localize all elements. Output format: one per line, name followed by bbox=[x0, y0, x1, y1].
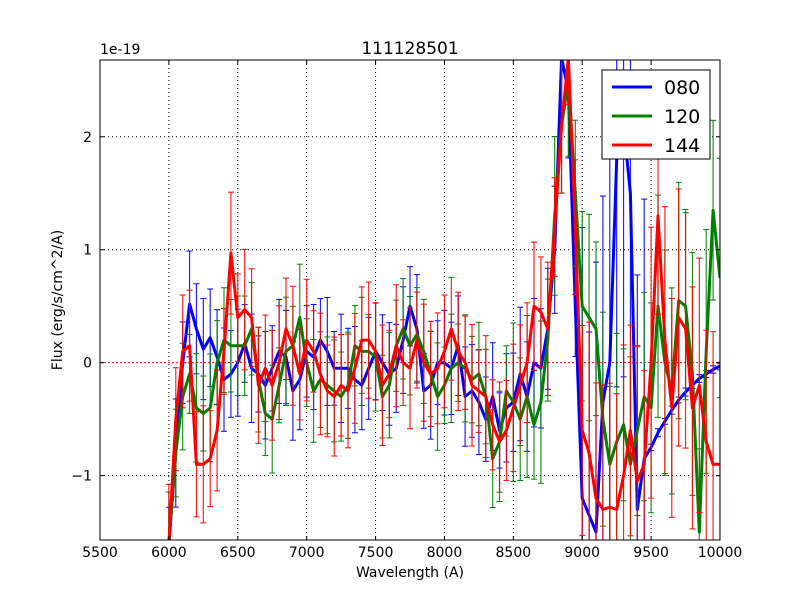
y-tick-label: −1 bbox=[71, 469, 92, 485]
y-tick-label: 2 bbox=[83, 130, 92, 146]
legend-label-080: 080 bbox=[664, 77, 700, 99]
x-tick-label: 6500 bbox=[220, 545, 256, 561]
plot-frame bbox=[99, 59, 721, 541]
series-group bbox=[165, 60, 720, 540]
x-tick-label: 5500 bbox=[82, 545, 118, 561]
chart-title: 111128501 bbox=[361, 39, 458, 59]
x-tick-label: 10000 bbox=[698, 545, 743, 561]
legend: 080 120 144 bbox=[601, 69, 711, 160]
x-tick-label: 8500 bbox=[496, 545, 532, 561]
x-tick-label: 7000 bbox=[289, 545, 325, 561]
x-tick-label: 9500 bbox=[633, 545, 669, 561]
x-tick-label: 9000 bbox=[564, 545, 600, 561]
x-axis-label: Wavelength (A) bbox=[356, 565, 464, 581]
x-tick-label: 8000 bbox=[427, 545, 463, 561]
y-offset-label: 1e-19 bbox=[100, 42, 140, 58]
legend-label-120: 120 bbox=[664, 106, 700, 128]
x-tick-label: 7500 bbox=[358, 545, 394, 561]
x-tick-label: 6000 bbox=[151, 545, 187, 561]
y-tick-label: 1 bbox=[83, 243, 92, 259]
y-axis-label: Flux (erg/s/cm^2/A) bbox=[50, 230, 66, 370]
y-tick-label: 0 bbox=[83, 356, 92, 372]
series-144 bbox=[165, 60, 720, 540]
ticks: 5500 6000 6500 7000 7500 8000 8500 9000 9500 1000… bbox=[71, 60, 742, 561]
legend-label-144: 144 bbox=[664, 135, 700, 157]
